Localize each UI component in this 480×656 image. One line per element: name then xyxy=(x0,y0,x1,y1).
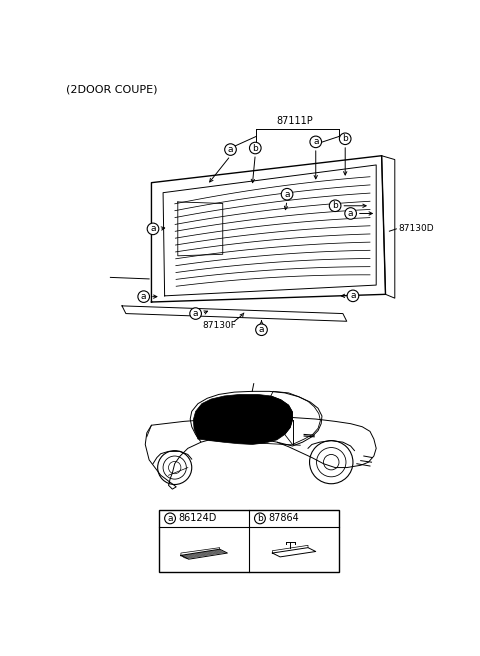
Text: 86124D: 86124D xyxy=(179,514,217,523)
Text: a: a xyxy=(193,309,198,318)
Text: 87864: 87864 xyxy=(268,514,299,523)
Text: b: b xyxy=(257,514,263,523)
Circle shape xyxy=(190,308,202,319)
Text: b: b xyxy=(252,144,258,152)
Text: b: b xyxy=(342,134,348,143)
Circle shape xyxy=(147,223,159,235)
Bar xyxy=(159,510,339,571)
Circle shape xyxy=(254,513,265,523)
Circle shape xyxy=(281,188,293,200)
Text: 87130F: 87130F xyxy=(202,321,236,329)
Circle shape xyxy=(225,144,236,155)
Circle shape xyxy=(339,133,351,144)
Circle shape xyxy=(345,208,357,219)
Text: a: a xyxy=(168,514,173,523)
Circle shape xyxy=(256,324,267,335)
Polygon shape xyxy=(193,394,292,445)
Circle shape xyxy=(165,513,176,523)
Text: 87111P: 87111P xyxy=(276,116,313,126)
Circle shape xyxy=(138,291,149,302)
Text: a: a xyxy=(141,292,146,301)
Circle shape xyxy=(347,290,359,302)
Text: a: a xyxy=(348,209,353,218)
Text: (2DOOR COUPE): (2DOOR COUPE) xyxy=(66,85,158,95)
Text: a: a xyxy=(228,145,233,154)
Text: a: a xyxy=(350,291,356,300)
Circle shape xyxy=(250,142,261,154)
Text: 87130D: 87130D xyxy=(398,224,433,234)
Circle shape xyxy=(310,136,322,148)
Text: b: b xyxy=(332,201,338,211)
Circle shape xyxy=(329,200,341,211)
Text: a: a xyxy=(150,224,156,234)
Text: a: a xyxy=(259,325,264,335)
Text: a: a xyxy=(313,137,319,146)
Text: a: a xyxy=(284,190,290,199)
